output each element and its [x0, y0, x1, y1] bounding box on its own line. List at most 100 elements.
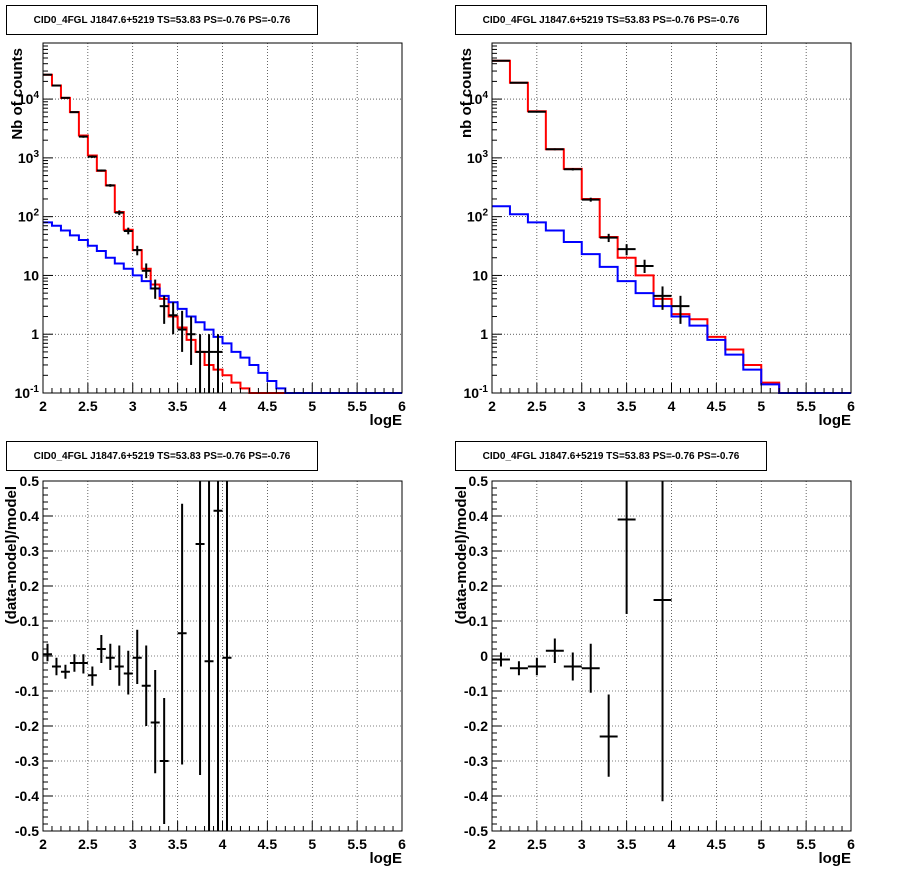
y-tick-label: 10: [23, 267, 39, 283]
data-points: [492, 481, 672, 802]
x-tick-label: 4.5: [707, 836, 727, 852]
x-tick-label: 4: [668, 836, 676, 852]
x-tick-label: 5: [308, 836, 316, 852]
chart-panel-4: 2 2.5 3 3.5 4 4.5 5 5.5 6 -0.5 -0.4 -0.3 -0.2 -0.1 0 0.…: [453, 473, 855, 867]
chart-panel-2: 2 2.5 3 3.5 4 4.5 5 5.5 6 10-1 1 10 102 103 104 logE nb …: [458, 42, 855, 429]
data-point: [132, 629, 142, 684]
x-tick-label: 2.5: [78, 398, 98, 414]
y-tick-label: -0.2: [464, 718, 488, 734]
y-tick-label: 0.1: [469, 613, 489, 629]
data-point: [509, 661, 528, 676]
x-tick-label: 2: [39, 836, 47, 852]
x-tick-label: 2: [39, 398, 47, 414]
y-tick-label: 104: [18, 90, 40, 107]
data-point: [69, 654, 79, 672]
data-point: [671, 295, 690, 324]
x-tick-label: 6: [847, 836, 855, 852]
x-axis-title: logE: [819, 850, 852, 867]
data-point: [105, 184, 115, 187]
y-tick-label: 0.4: [469, 508, 489, 524]
y-tick-label: -0.4: [464, 788, 488, 804]
data-point: [51, 657, 61, 676]
x-tick-label: 4.5: [258, 836, 278, 852]
x-tick-label: 5: [308, 398, 316, 414]
y-tick-label: 0.1: [20, 613, 40, 629]
axis-ticks: [491, 42, 852, 394]
data-point: [186, 316, 196, 365]
data-point: [87, 666, 97, 686]
y-tick-label: -0.5: [15, 823, 39, 839]
y-tick-label: -0.1: [15, 683, 39, 699]
data-point: [563, 168, 582, 171]
data-point: [177, 503, 187, 765]
data-point: [653, 286, 672, 310]
x-tick-label: 4: [668, 398, 676, 414]
data-point: [177, 310, 187, 352]
data-point: [195, 481, 205, 775]
x-tick-label: 5: [757, 836, 765, 852]
x-tick-label: 2.5: [527, 836, 547, 852]
y-tick-label: 1: [480, 326, 488, 342]
chart-title: CID0_4FGL J1847.6+5219 TS=53.83 PS=-0.76…: [455, 5, 767, 35]
data-point: [78, 135, 88, 138]
y-tick-label: -0.5: [464, 823, 488, 839]
x-tick-label: 6: [398, 398, 406, 414]
y-tick-label: -0.3: [15, 753, 39, 769]
x-tick-label: 2: [488, 398, 496, 414]
data-points: [43, 73, 223, 393]
y-tick-label: 104: [467, 90, 489, 107]
x-tick-label: 2.5: [78, 836, 98, 852]
x-tick-label: 2: [488, 836, 496, 852]
x-tick-label: 3: [129, 836, 137, 852]
x-tick-label: 3.5: [617, 836, 637, 852]
data-point: [60, 664, 70, 679]
data-points: [43, 481, 232, 831]
x-tick-label: 5.5: [347, 398, 367, 414]
y-tick-label: 0.3: [20, 543, 40, 559]
x-tick-label: 3.5: [617, 398, 637, 414]
y-tick-label: 1: [31, 326, 39, 342]
data-point: [96, 635, 106, 663]
data-point: [51, 84, 61, 87]
axis-ticks: [491, 480, 852, 832]
data-point: [545, 148, 564, 151]
axis-ticks: [42, 480, 403, 832]
axis-ticks: [42, 42, 403, 394]
x-tick-label: 3: [578, 836, 586, 852]
x-axis-title: logE: [819, 412, 852, 429]
x-tick-label: 4: [219, 398, 227, 414]
y-tick-label: 0.5: [469, 473, 489, 489]
y-axis-title: nb of counts: [458, 48, 475, 138]
x-tick-label: 6: [398, 836, 406, 852]
y-tick-label: 0.5: [20, 473, 40, 489]
data-point: [69, 111, 79, 114]
data-point: [159, 295, 169, 324]
data-point: [653, 481, 672, 802]
x-tick-label: 5.5: [347, 836, 367, 852]
data-point: [213, 334, 223, 393]
data-points: [492, 59, 690, 324]
data-point: [635, 259, 654, 274]
data-point: [195, 334, 205, 393]
x-tick-label: 3.5: [168, 836, 188, 852]
x-tick-label: 5.5: [796, 398, 816, 414]
data-point: [141, 263, 151, 279]
y-axis-title: (data-model)/model: [3, 486, 20, 624]
x-tick-label: 4.5: [258, 398, 278, 414]
y-tick-label: 0: [31, 648, 39, 664]
data-point: [123, 650, 133, 695]
data-point: [204, 334, 214, 393]
y-tick-label: 103: [18, 149, 40, 166]
grid: [43, 481, 402, 831]
data-point: [581, 197, 600, 202]
grid: [492, 43, 851, 393]
data-point: [168, 302, 178, 335]
data-point: [159, 698, 169, 824]
data-point: [204, 481, 214, 831]
x-tick-label: 4.5: [707, 398, 727, 414]
grid: [492, 481, 851, 831]
x-tick-label: 2.5: [527, 398, 547, 414]
data-point: [132, 245, 142, 256]
data-point: [509, 81, 528, 84]
